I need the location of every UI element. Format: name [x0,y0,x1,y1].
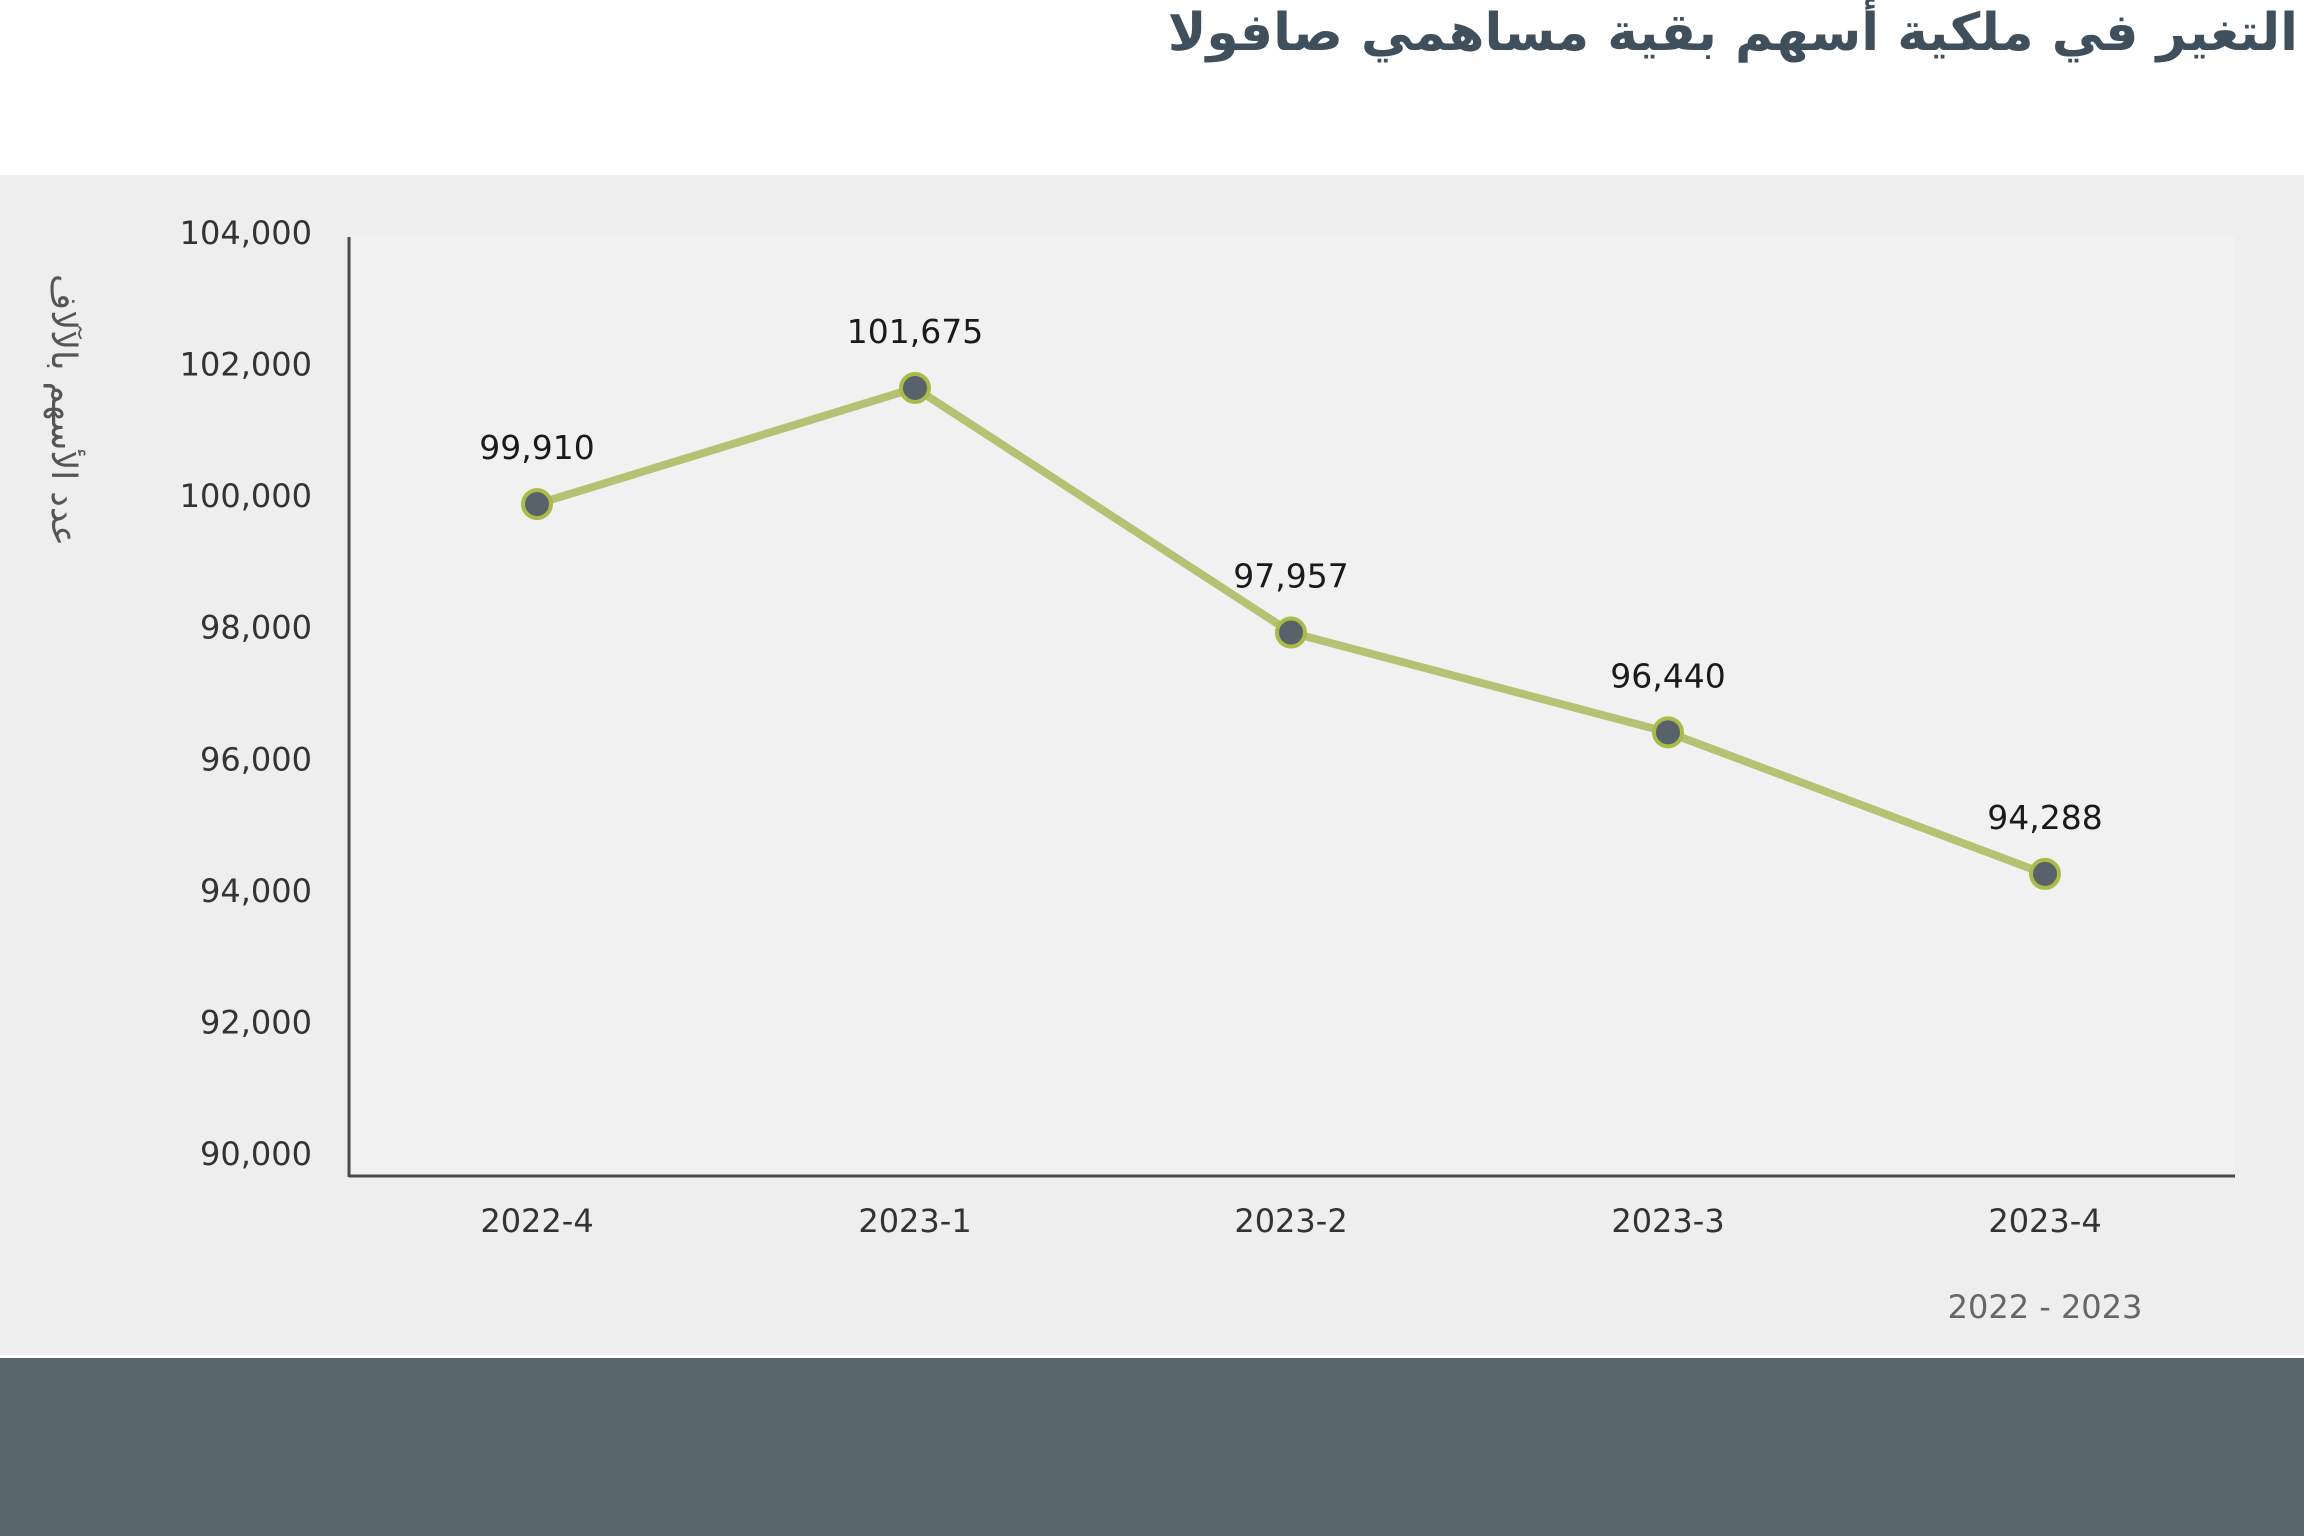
data-point-marker [1652,716,1684,749]
series-markers [521,371,2061,890]
y-tick-label: 102,000 [180,346,312,384]
data-label: 94,288 [1987,798,2102,837]
x-tick-label: 2023-3 [1611,1202,1724,1240]
y-tick-label: 94,000 [200,872,312,910]
plot-area [352,237,2235,1175]
data-label: 97,957 [1233,557,1348,596]
data-point-marker [521,488,553,521]
y-axis-ticks: 90,000 92,000 94,000 96,000 98,000 100,000 102… [180,214,312,1173]
y-tick-label: 104,000 [180,214,312,252]
data-label: 96,440 [1610,656,1725,695]
y-tick-label: 98,000 [200,609,312,647]
x-axis-ticks: 2022-4 2023-1 2023-2 2023-3 2023-4 [480,1202,2101,1240]
x-tick-label: 2022-4 [480,1202,593,1240]
data-point-marker [2029,857,2061,890]
x-tick-label: 2023-4 [1988,1202,2101,1240]
footer-bar [0,1358,2304,1536]
y-tick-label: 90,000 [200,1135,312,1173]
data-label: 99,910 [479,428,594,467]
x-tick-label: 2023-1 [858,1202,971,1240]
y-tick-label: 92,000 [200,1003,312,1041]
y-tick-label: 100,000 [180,477,312,515]
data-label: 101,675 [847,312,983,351]
y-axis-label: عدد الأسهم بالآلاف [43,274,86,546]
chart-title: التغير في ملكية أسهم بقية مساهمي صافولا [1167,3,2298,63]
x-tick-label: 2023-2 [1234,1202,1347,1240]
data-point-marker [1275,616,1307,649]
y-tick-label: 96,000 [200,740,312,778]
data-point-marker [899,371,931,404]
data-labels: 99,910 101,675 97,957 96,440 94,288 [479,312,2102,837]
x-axis-caption: 2022 - 2023 [1948,1288,2143,1326]
